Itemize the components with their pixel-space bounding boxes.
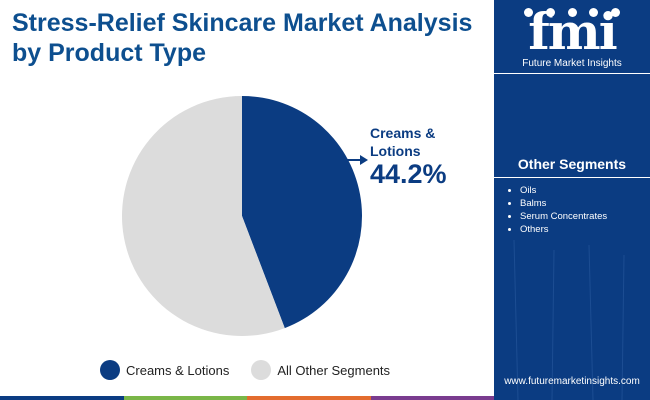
page-title: Stress-Relief Skincare Market Analysis b… — [12, 9, 473, 67]
logo-icons — [524, 6, 620, 18]
callout-arrow-icon — [360, 155, 368, 165]
legend-label-all-other: All Other Segments — [277, 362, 391, 378]
logo-dot-icon — [545, 7, 555, 17]
pie-slice-all-other-segments — [122, 96, 285, 336]
list-item: Serum Concentrates — [504, 210, 607, 223]
logo[interactable]: fmi Future Market Insights — [494, 0, 650, 74]
list-item: Others — [504, 223, 607, 236]
legend-label-creams-lotions: Creams & Lotions — [126, 362, 230, 378]
logo-dot-icon — [524, 7, 533, 17]
list-item: Balms — [504, 197, 607, 210]
callout-label: Creams & Lotions — [370, 125, 436, 159]
callout-value: 44.2% — [370, 159, 447, 189]
logo-wordmark: fmi — [528, 2, 617, 61]
legend-swatch-all-other — [251, 360, 272, 380]
other-segments-list: Oils Balms Serum Concentrates Others — [504, 184, 607, 236]
list-item: Oils — [504, 184, 607, 197]
website-link[interactable]: www.futuremarketinsights.com — [504, 376, 640, 387]
brand-panel: fmi Future Market Insights Other Segment… — [494, 0, 650, 400]
panel-texture — [513, 239, 625, 400]
legend-swatch-creams-lotions — [100, 360, 120, 380]
pie-chart — [122, 96, 368, 336]
logo-dot-icon — [567, 7, 577, 17]
logo-dot-icon — [611, 7, 620, 17]
legend-item-creams-lotions: Creams & Lotions — [100, 360, 229, 380]
chart-legend: Creams & Lotions All Other Segments — [100, 360, 412, 380]
pie-slice-creams-lotions — [242, 96, 363, 329]
color-strip — [0, 396, 494, 400]
logo-dot-icon — [589, 7, 599, 17]
other-segments-heading: Other Segments — [517, 156, 627, 172]
logo-tagline: Future Market Insights — [522, 58, 622, 69]
divider — [494, 177, 650, 178]
legend-item-all-other: All Other Segments — [251, 360, 390, 380]
